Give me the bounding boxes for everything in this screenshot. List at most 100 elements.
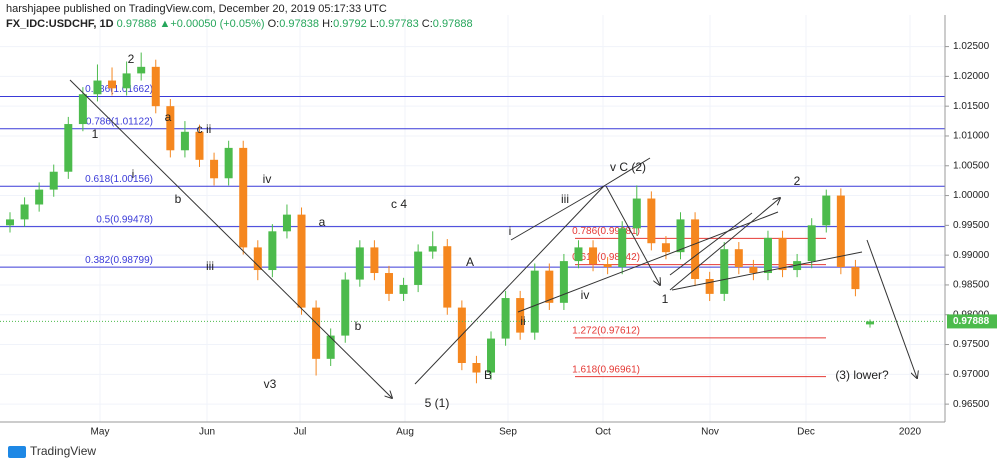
candle-body <box>49 171 58 190</box>
wave-label: iii <box>561 192 569 206</box>
wave-label: v3 <box>264 377 277 391</box>
candle-body <box>691 219 700 279</box>
l-label: L: <box>369 18 379 30</box>
x-tick-label: May <box>91 427 110 438</box>
y-tick-label: 1.01000 <box>953 131 990 142</box>
candle-body <box>530 270 539 333</box>
candle-body <box>166 106 175 151</box>
candle-body <box>501 298 510 339</box>
candle-body <box>851 267 860 290</box>
candle-body <box>137 66 146 74</box>
wave-label: B <box>484 368 492 382</box>
wave-label: A <box>466 255 474 269</box>
candle-body <box>253 247 262 271</box>
y-tick-label: 1.00000 <box>953 190 990 201</box>
candle-body <box>822 195 831 226</box>
candle-body <box>399 284 408 294</box>
candle-body <box>720 249 729 294</box>
y-tick-label: 1.02500 <box>953 41 990 52</box>
x-tick-label: Nov <box>701 427 719 438</box>
candle-body <box>632 198 641 229</box>
fib-label: 0.886(1.01662) <box>85 84 153 95</box>
candle-body <box>443 246 452 308</box>
wave-label: iii <box>206 259 214 273</box>
candle-body <box>618 228 627 268</box>
wave-label: 2 <box>794 174 801 188</box>
x-tick-label: Jun <box>199 427 215 438</box>
fib-label: 0.618(1.00156) <box>85 174 153 185</box>
wave-label: (3) lower? <box>835 368 889 382</box>
fib-label: 0.618(0.98842) <box>572 252 640 263</box>
wave-label: c ii <box>197 122 212 136</box>
candle-body <box>6 219 14 226</box>
candle-body <box>603 264 612 268</box>
candle-body <box>661 243 670 253</box>
y-tick-label: 1.02000 <box>953 71 990 82</box>
wave-label: i <box>132 167 135 181</box>
candle-body <box>676 219 685 253</box>
x-tick-label: Dec <box>797 427 815 438</box>
candle-body <box>151 66 160 107</box>
wave-label: c 4 <box>391 197 407 211</box>
fib-label: 1.272(0.97612) <box>572 325 640 336</box>
candle-body <box>793 261 802 271</box>
y-tick-label: 0.96500 <box>953 399 990 410</box>
candle-body <box>20 204 29 220</box>
candle-body <box>370 247 379 274</box>
wave-label: a <box>165 110 172 124</box>
candle-body <box>239 147 248 248</box>
o-label: O: <box>267 18 280 30</box>
y-tick-label: 1.01500 <box>953 101 990 112</box>
h-value: 0.9792 <box>333 18 367 30</box>
candle-body <box>64 124 73 172</box>
candle-body <box>224 147 233 179</box>
wave-label: ii <box>520 314 525 328</box>
brand: TradingView <box>30 444 96 458</box>
candle-body <box>589 247 598 265</box>
wave-label: b <box>175 192 182 206</box>
candle-body <box>807 225 816 262</box>
x-tick-label: 2020 <box>899 427 922 438</box>
wave-label: 2 <box>128 52 135 66</box>
candle-body <box>836 195 845 268</box>
c-value: 0.97888 <box>432 18 473 30</box>
wave-label: 1 <box>92 127 99 141</box>
wave-label: iv <box>581 288 590 302</box>
candle-body <box>355 247 364 280</box>
candle-body <box>734 249 743 268</box>
candle-body <box>312 307 321 359</box>
change: ▲+0.00050 (+0.05%) <box>159 18 265 30</box>
wave-label: iv <box>263 172 272 186</box>
candle-body <box>763 237 772 274</box>
candle-body <box>78 94 87 125</box>
candle-body <box>108 80 117 89</box>
h-label: H: <box>322 18 334 30</box>
y-tick-label: 0.97000 <box>953 369 990 380</box>
candle-body <box>574 247 583 262</box>
candle-body <box>180 131 189 151</box>
candle-body <box>195 131 204 160</box>
candle-body <box>778 237 787 271</box>
candle-body <box>297 214 306 308</box>
wave-label: b <box>355 319 362 333</box>
fib-label: 0.5(0.99478) <box>96 214 153 225</box>
candle-body <box>326 335 335 359</box>
candle-body <box>472 363 481 373</box>
logo-icon <box>8 446 26 458</box>
candle-body <box>866 321 874 325</box>
candle-body <box>210 159 219 179</box>
y-tick-label: 0.99500 <box>953 220 990 231</box>
y-tick-label: 0.99000 <box>953 250 990 261</box>
x-tick-label: Aug <box>396 427 414 438</box>
fib-label: 1.618(0.96961) <box>572 364 640 375</box>
wave-label: v C (2) <box>610 160 646 174</box>
fib-label: 0.382(0.98799) <box>85 255 153 266</box>
y-tick-label: 1.00500 <box>953 160 990 171</box>
candle-body <box>559 261 568 303</box>
c-label: C: <box>421 18 433 30</box>
candle-body <box>122 73 131 89</box>
y-tick-label: 0.97500 <box>953 339 990 350</box>
wave-label: i <box>509 224 512 238</box>
x-tick-label: Jul <box>294 427 307 438</box>
last-price-box <box>947 314 997 329</box>
